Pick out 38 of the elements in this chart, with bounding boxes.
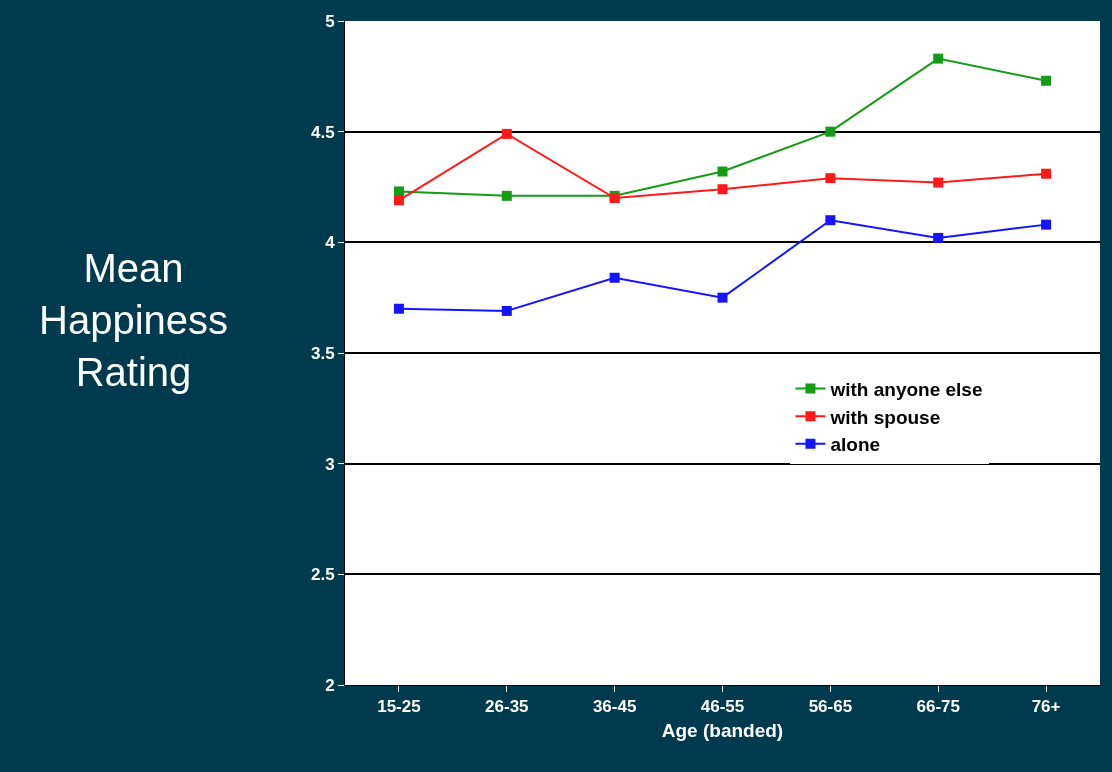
legend-label: alone: [830, 434, 881, 456]
point: [501, 190, 512, 201]
y-tick-label: 2: [325, 675, 335, 695]
legend-label: with spouse: [829, 406, 941, 428]
y-tick-label: 5: [325, 11, 335, 31]
x-axis-title: Age (banded): [661, 720, 784, 742]
point: [501, 128, 512, 139]
point: [717, 184, 728, 195]
point: [933, 53, 944, 64]
point: [393, 195, 404, 206]
x-tick-label: 26-35: [485, 697, 529, 717]
point: [393, 186, 404, 197]
x-tick-label: 36-45: [592, 697, 637, 717]
point: [825, 126, 836, 137]
x-tick-label: 46-55: [700, 697, 745, 717]
x-tick-label: 56-65: [808, 697, 853, 717]
x-tick-label: 15-25: [377, 697, 421, 717]
point: [933, 177, 944, 188]
point: [717, 292, 728, 303]
legend-label: with anyone else: [829, 378, 983, 400]
point: [1041, 75, 1052, 86]
point: [1041, 219, 1052, 230]
y-tick-label: 3: [325, 454, 335, 474]
point: [717, 166, 728, 177]
point: [501, 305, 512, 316]
point: [825, 215, 836, 226]
point: [1041, 168, 1052, 179]
y-tick-label: 4.5: [310, 122, 335, 142]
y-tick-label: 3.5: [310, 343, 335, 363]
point: [825, 173, 836, 184]
x-tick-label: 66-75: [916, 697, 960, 717]
x-tick-label: 76+: [1031, 697, 1061, 717]
y-axis-title: Mean Happiness Rating: [39, 246, 229, 394]
y-tick-label: 2.5: [310, 565, 335, 585]
y-tick-label: 4: [325, 233, 336, 253]
point: [933, 232, 944, 243]
point: [393, 303, 404, 314]
point: [609, 272, 620, 283]
